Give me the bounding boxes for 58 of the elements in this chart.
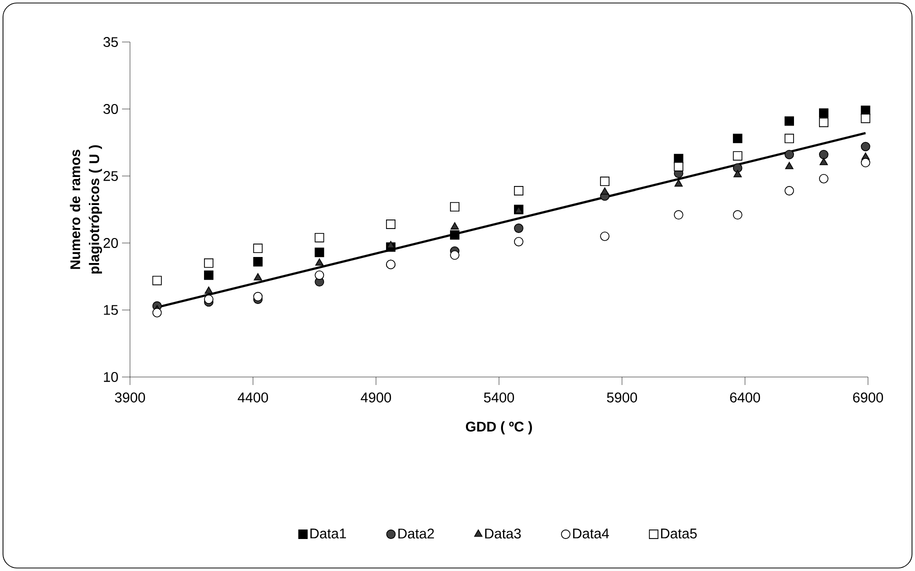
point [674, 162, 684, 172]
y-tick-label: 25 [104, 171, 118, 181]
y-tick-label: 15 [104, 305, 118, 315]
point [204, 286, 213, 294]
point [314, 232, 324, 242]
x-tick-label: 6900 [853, 392, 884, 402]
point [450, 222, 459, 230]
point [784, 150, 794, 160]
legend-label: Data4 [573, 528, 609, 538]
point [734, 170, 742, 178]
point [600, 187, 609, 195]
point [450, 230, 460, 240]
x-tick-label: 5900 [607, 392, 638, 402]
point [674, 179, 683, 187]
y-axis-title: Numero de ramos plagiotrópicos ( U ) [70, 145, 102, 274]
point [253, 244, 263, 254]
point [784, 134, 794, 144]
point [819, 118, 828, 128]
point [732, 151, 742, 161]
point [253, 292, 263, 302]
y-tick-label: 20 [104, 238, 118, 248]
legend-label: Data1 [310, 528, 346, 538]
point [820, 158, 828, 166]
point [732, 163, 742, 173]
point [152, 276, 162, 286]
point [254, 273, 262, 280]
point [204, 294, 214, 304]
point [204, 270, 214, 280]
point [860, 114, 870, 124]
point [314, 248, 324, 258]
point [785, 162, 794, 170]
point [514, 186, 524, 196]
point [860, 142, 870, 152]
y-tick-label: 30 [103, 104, 118, 114]
point [819, 150, 828, 160]
x-tick-label: 3900 [114, 392, 146, 402]
x-axis-title: GDD ( ºC ) [466, 421, 532, 434]
y-tick-label: 35 [103, 37, 118, 47]
x-tick-label: 5400 [484, 392, 514, 402]
point [732, 134, 742, 144]
x-tick-label: 6400 [730, 392, 760, 402]
point [514, 224, 524, 233]
x-tick-label: 4900 [360, 392, 392, 402]
point [450, 250, 460, 260]
point [204, 258, 214, 268]
point [314, 270, 324, 280]
x-tick-label: 4400 [238, 392, 268, 402]
legend-label: Data2 [398, 528, 434, 539]
legend-label: Data5 [661, 528, 697, 538]
point [784, 116, 794, 126]
point [152, 308, 162, 318]
point [819, 108, 828, 118]
legend-label: Data3 [485, 528, 521, 539]
point [860, 158, 870, 168]
point [386, 240, 395, 248]
point [315, 258, 324, 266]
y-tick-label: 10 [104, 372, 118, 382]
point [253, 257, 263, 266]
